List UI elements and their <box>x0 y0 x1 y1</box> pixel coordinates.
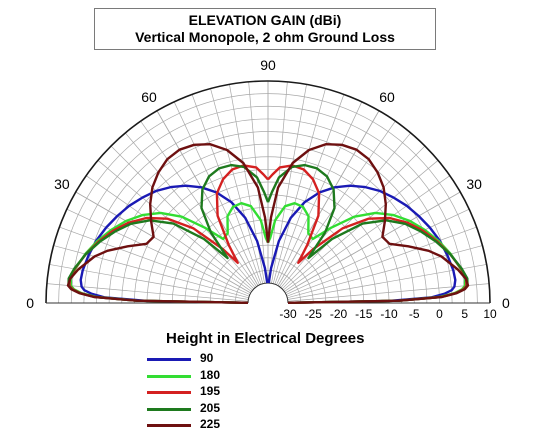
grid-ring <box>171 206 365 304</box>
legend-swatch <box>147 391 191 394</box>
radial-tick-label: -30 <box>279 307 297 321</box>
radial-tick-label: -15 <box>355 307 373 321</box>
grid-ring <box>184 219 352 304</box>
inner-circle <box>247 282 289 304</box>
legend-swatch <box>147 358 191 361</box>
grid-ring <box>96 131 440 304</box>
angle-label: 0 <box>26 295 34 311</box>
legend-label: 180 <box>200 367 221 382</box>
angle-label: 30 <box>466 176 482 192</box>
radial-tick-label: 10 <box>483 307 497 321</box>
grid-ring <box>108 143 428 304</box>
legend-swatch <box>147 424 191 427</box>
series-90-right <box>267 184 457 304</box>
series-group <box>66 143 470 304</box>
chart-title-box: ELEVATION GAIN (dBi) Vertical Monopole, … <box>94 8 436 50</box>
grid-ring <box>235 270 301 304</box>
grid-ring <box>222 257 314 304</box>
angle-label: 60 <box>379 89 395 105</box>
angle-label: 60 <box>141 89 157 105</box>
outer-boundary <box>45 80 491 304</box>
radial-tick-label: 0 <box>436 307 443 321</box>
chart-title: ELEVATION GAIN (dBi) <box>188 12 342 28</box>
radial-tick-label: -25 <box>305 307 323 321</box>
angle-label: 0 <box>502 295 510 311</box>
legend-label: 225 <box>200 417 221 431</box>
chart-subtitle: Vertical Monopole, 2 ohm Ground Loss <box>135 29 395 45</box>
legend-swatch <box>147 407 191 411</box>
grid-ring <box>83 118 453 304</box>
polar-grid <box>45 80 491 304</box>
radial-tick-label: -10 <box>380 307 398 321</box>
series-90-left <box>79 184 269 304</box>
radial-tick-label: 5 <box>461 307 468 321</box>
radial-tick-label: -20 <box>330 307 348 321</box>
series-225-right <box>266 143 470 304</box>
legend-swatch <box>147 374 191 378</box>
grid-ring <box>70 105 466 304</box>
grid-ring <box>58 93 478 304</box>
series-225-left <box>66 143 270 304</box>
grid-ring <box>146 181 390 304</box>
radial-tick-label: -5 <box>409 307 420 321</box>
legend-label: 205 <box>200 400 221 415</box>
angle-label: 90 <box>260 57 276 73</box>
grid-ring <box>121 156 415 304</box>
legend-title: Height in Electrical Degrees <box>166 330 365 347</box>
grid-ring <box>159 194 377 304</box>
legend-label: 90 <box>200 351 214 365</box>
angle-label: 30 <box>54 176 70 192</box>
axis-labels: 0 30 60 90 60 30 0 -30 -25 -20 -15 -10 -5 0 5 10 <box>26 57 510 321</box>
legend-label: 195 <box>200 384 221 398</box>
grid-ring <box>209 244 327 304</box>
